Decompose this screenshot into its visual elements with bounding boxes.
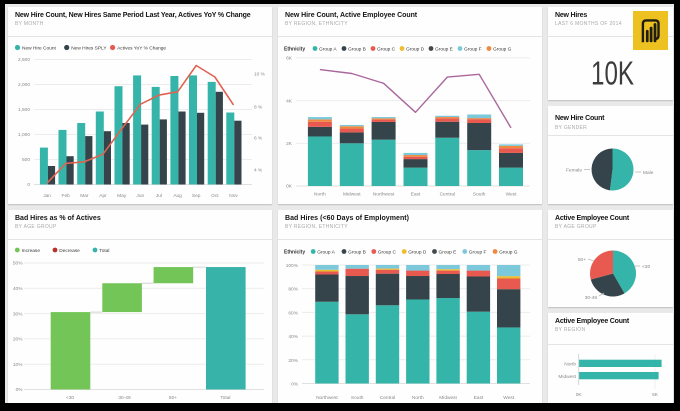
svg-text:50+: 50+ — [578, 257, 586, 263]
svg-text:Ethnicity: Ethnicity — [284, 250, 305, 256]
svg-text:0: 0 — [27, 182, 30, 188]
svg-text:Increase: Increase — [22, 248, 41, 254]
svg-text:New Hire Count: New Hire Count — [22, 46, 57, 52]
svg-text:20%: 20% — [13, 337, 23, 343]
svg-text:Total: Total — [99, 248, 109, 254]
svg-text:40%: 40% — [288, 334, 298, 340]
svg-text:0K: 0K — [286, 184, 293, 190]
svg-text:50+: 50+ — [169, 395, 177, 401]
svg-text:Central: Central — [380, 395, 395, 401]
svg-text:East: East — [411, 192, 421, 198]
svg-text:Apr: Apr — [99, 193, 107, 199]
svg-text:Group A: Group A — [319, 47, 337, 53]
svg-text:North: North — [314, 192, 326, 198]
svg-text:Group D: Group D — [408, 250, 427, 256]
svg-text:Group E: Group E — [435, 47, 453, 53]
svg-text:Group C: Group C — [378, 250, 397, 256]
svg-text:Group F: Group F — [469, 250, 487, 256]
svg-text:50%: 50% — [13, 261, 23, 267]
svg-text:60%: 60% — [288, 310, 298, 316]
svg-text:Northwest: Northwest — [373, 192, 395, 198]
svg-text:Group E: Group E — [439, 250, 457, 256]
svg-text:West: West — [503, 395, 515, 401]
svg-text:Actives YoY % Change: Actives YoY % Change — [117, 46, 166, 52]
svg-text:0%: 0% — [291, 382, 299, 388]
svg-text:Mar: Mar — [80, 193, 89, 199]
svg-text:2K: 2K — [286, 141, 293, 147]
svg-text:Aug: Aug — [173, 193, 182, 199]
svg-text:Group A: Group A — [317, 250, 335, 256]
svg-text:Jan: Jan — [43, 193, 51, 199]
svg-text:Ethnicity: Ethnicity — [284, 47, 305, 53]
svg-text:Group C: Group C — [377, 47, 396, 53]
svg-text:0%: 0% — [16, 387, 24, 393]
svg-text:8 %: 8 % — [254, 105, 263, 111]
svg-text:20%: 20% — [288, 358, 298, 364]
svg-text:<30: <30 — [642, 264, 650, 270]
svg-text:1,500: 1,500 — [18, 107, 30, 113]
svg-text:4 %: 4 % — [254, 168, 263, 174]
svg-text:0K: 0K — [576, 392, 583, 398]
svg-text:Group G: Group G — [499, 250, 518, 256]
svg-text:30-49: 30-49 — [118, 395, 131, 401]
svg-text:10%: 10% — [13, 362, 23, 368]
svg-text:Female: Female — [566, 168, 582, 174]
svg-text:Midwest: Midwest — [558, 374, 576, 380]
svg-text:Midwest: Midwest — [439, 395, 457, 401]
svg-text:East: East — [474, 395, 484, 401]
svg-text:6 %: 6 % — [254, 136, 263, 142]
svg-text:South: South — [473, 192, 486, 198]
svg-text:100%: 100% — [286, 263, 299, 269]
svg-text:Oct: Oct — [211, 193, 219, 199]
svg-text:80%: 80% — [288, 287, 298, 293]
svg-text:30-49: 30-49 — [585, 295, 598, 301]
svg-text:Group B: Group B — [348, 47, 366, 53]
svg-text:10K: 10K — [591, 55, 634, 92]
svg-text:Central: Central — [440, 192, 455, 198]
svg-text:Group G: Group G — [493, 47, 512, 53]
svg-text:5K: 5K — [652, 392, 659, 398]
svg-text:4K: 4K — [286, 98, 293, 104]
svg-text:Midwest: Midwest — [343, 192, 361, 198]
svg-text:South: South — [351, 395, 364, 401]
svg-text:2,500: 2,500 — [18, 57, 30, 63]
svg-text:Male: Male — [643, 170, 654, 176]
svg-text:North: North — [564, 362, 576, 368]
svg-text:30%: 30% — [13, 311, 23, 317]
svg-text:6K: 6K — [286, 56, 293, 62]
svg-text:Sep: Sep — [192, 193, 201, 199]
svg-text:Jun: Jun — [136, 193, 144, 199]
svg-text:West: West — [506, 192, 518, 198]
svg-text:1,000: 1,000 — [18, 132, 30, 138]
svg-text:Northwest: Northwest — [316, 395, 338, 401]
svg-text:North: North — [412, 395, 424, 401]
svg-text:Feb: Feb — [62, 193, 71, 199]
svg-text:May: May — [117, 193, 127, 199]
svg-text:Group F: Group F — [464, 47, 482, 53]
svg-text:10 %: 10 % — [254, 71, 266, 77]
svg-text:Jul: Jul — [156, 193, 162, 199]
svg-text:<30: <30 — [66, 395, 74, 401]
svg-text:2,000: 2,000 — [18, 82, 30, 88]
svg-text:New Hires SPLY: New Hires SPLY — [71, 46, 107, 52]
svg-text:Decrease: Decrease — [59, 248, 80, 254]
svg-text:Total: Total — [220, 395, 230, 401]
svg-text:Group B: Group B — [348, 250, 366, 256]
svg-text:Group D: Group D — [406, 47, 425, 53]
svg-text:Nov: Nov — [229, 193, 238, 199]
svg-text:500: 500 — [22, 157, 30, 163]
svg-text:40%: 40% — [13, 286, 23, 292]
